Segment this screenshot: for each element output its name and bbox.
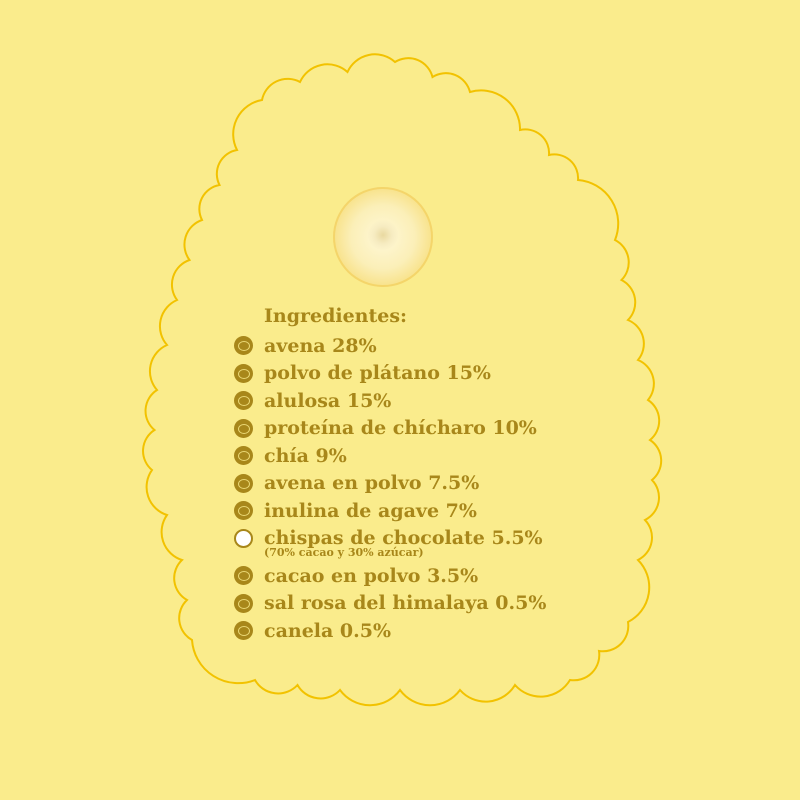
ingredient-label: polvo de plátano 15%: [264, 362, 491, 385]
ingredient-label: avena 28%: [264, 334, 377, 357]
ingredient-item: chía 9%: [234, 442, 546, 470]
ingredient-note: (70% cacao y 30% azúcar): [264, 546, 424, 559]
ingredient-item: sal rosa del himalaya 0.5%: [234, 590, 546, 618]
chocolate-chip-icon: [234, 528, 253, 548]
ingredient-item: alulosa 15%: [234, 387, 546, 415]
ingredient-label: cacao en polvo 3.5%: [264, 564, 479, 587]
agave-icon: [234, 501, 253, 521]
ingredient-item: proteína de chícharo 10%: [234, 415, 546, 443]
ingredient-label: inulina de agave 7%: [264, 499, 477, 522]
ingredients-list: avena 28% polvo de plátano 15% alulosa 15%…: [234, 332, 546, 645]
chia-icon: [234, 446, 253, 466]
pea-icon: [234, 418, 253, 438]
ingredient-item: chispas de chocolate 5.5%: [234, 525, 546, 553]
ingredient-item: avena en polvo 7.5%: [234, 470, 546, 498]
ingredient-label: sal rosa del himalaya 0.5%: [264, 592, 547, 615]
oat-icon: [234, 473, 253, 493]
oat-icon: [234, 336, 253, 356]
banana-icon: [234, 363, 253, 383]
cacao-icon: [234, 566, 253, 586]
ingredient-label: avena en polvo 7.5%: [264, 472, 480, 495]
ingredient-item: polvo de plátano 15%: [234, 360, 546, 388]
cinnamon-icon: [234, 621, 253, 641]
ingredient-label: proteína de chícharo 10%: [264, 417, 537, 440]
ingredient-item: inulina de agave 7%: [234, 497, 546, 525]
ingredient-item: avena 28%: [234, 332, 546, 360]
ingredient-item: cacao en polvo 3.5%: [234, 562, 546, 590]
salt-icon: [234, 593, 253, 613]
ingredient-item: canela 0.5%: [234, 617, 546, 645]
banana-slice-image: [333, 187, 433, 287]
ingredient-label: alulosa 15%: [264, 389, 392, 412]
ingredient-label: chía 9%: [264, 444, 347, 467]
ingredient-label: chispas de chocolate 5.5%: [264, 527, 543, 550]
ingredients-title: Ingredientes:: [264, 305, 408, 327]
sugar-icon: [234, 391, 253, 411]
ingredient-label: canela 0.5%: [264, 619, 392, 642]
